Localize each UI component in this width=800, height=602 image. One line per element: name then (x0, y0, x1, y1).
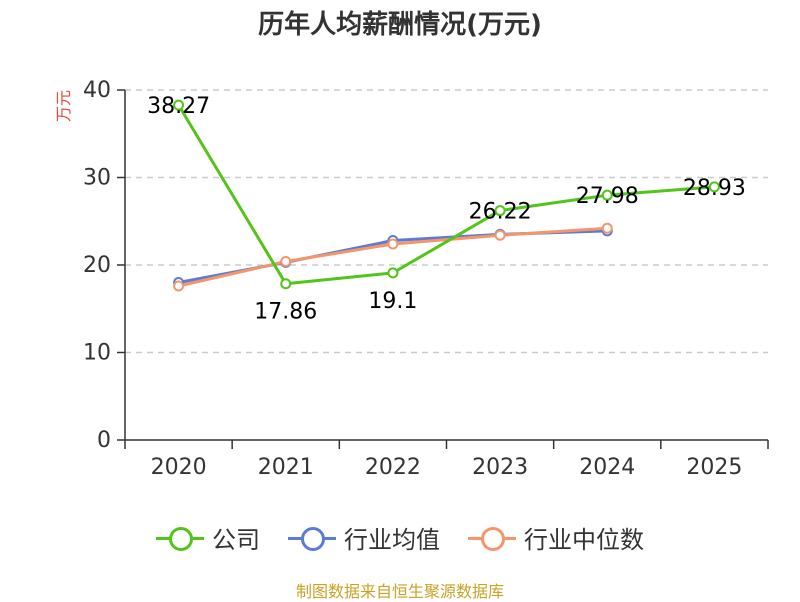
data-point (601, 189, 613, 201)
data-point (387, 267, 399, 279)
data-label: 38.27 (147, 94, 210, 119)
data-source-note: 制图数据来自恒生聚源数据库 (295, 582, 504, 601)
legend-marker-industry-mean (288, 525, 336, 551)
x-tick-label: 2023 (472, 455, 528, 480)
line-chart: 0 10 20 30 40 2020 2021 2022 2023 2024 2025 38.27 17… (83, 78, 769, 480)
series-line (177, 104, 715, 286)
data-point (173, 280, 185, 292)
legend-marker-industry-median (468, 525, 516, 551)
data-label: 17.86 (254, 300, 317, 325)
data-point (173, 99, 185, 111)
data-point (494, 205, 506, 217)
legend: 公司 行业均值 行业中位数 (0, 520, 800, 555)
y-tick-label: 40 (83, 78, 111, 103)
data-point (494, 229, 506, 241)
data-label: 19.1 (368, 289, 417, 314)
y-tick-label: 20 (83, 253, 111, 278)
legend-label-industry-mean: 行业均值 (344, 526, 440, 554)
x-tick-label: 2024 (579, 455, 635, 480)
data-label: 27.98 (576, 184, 639, 209)
x-tick-label: 2020 (151, 455, 207, 480)
legend-marker-company (156, 525, 204, 551)
data-point (708, 181, 720, 193)
data-point (280, 278, 292, 290)
data-label: 28.93 (683, 176, 746, 201)
legend-item-industry-mean[interactable]: 行业均值 (288, 520, 440, 555)
legend-item-company[interactable]: 公司 (156, 520, 260, 555)
legend-label-industry-median: 行业中位数 (524, 526, 644, 554)
legend-item-industry-median[interactable]: 行业中位数 (468, 520, 644, 555)
y-tick-label: 30 (83, 166, 111, 191)
data-point (280, 256, 292, 267)
y-tick-label: 10 (83, 341, 111, 366)
x-tick-label: 2021 (258, 455, 314, 480)
y-tick-label: 0 (97, 428, 111, 453)
legend-label-company: 公司 (212, 526, 260, 554)
data-label: 26.22 (469, 200, 532, 225)
chart-title: 历年人均薪酬情况(万元) (258, 10, 542, 40)
x-tick-label: 2025 (686, 455, 742, 480)
data-point (601, 222, 613, 234)
data-point (387, 238, 399, 250)
x-tick-label: 2022 (365, 455, 421, 480)
